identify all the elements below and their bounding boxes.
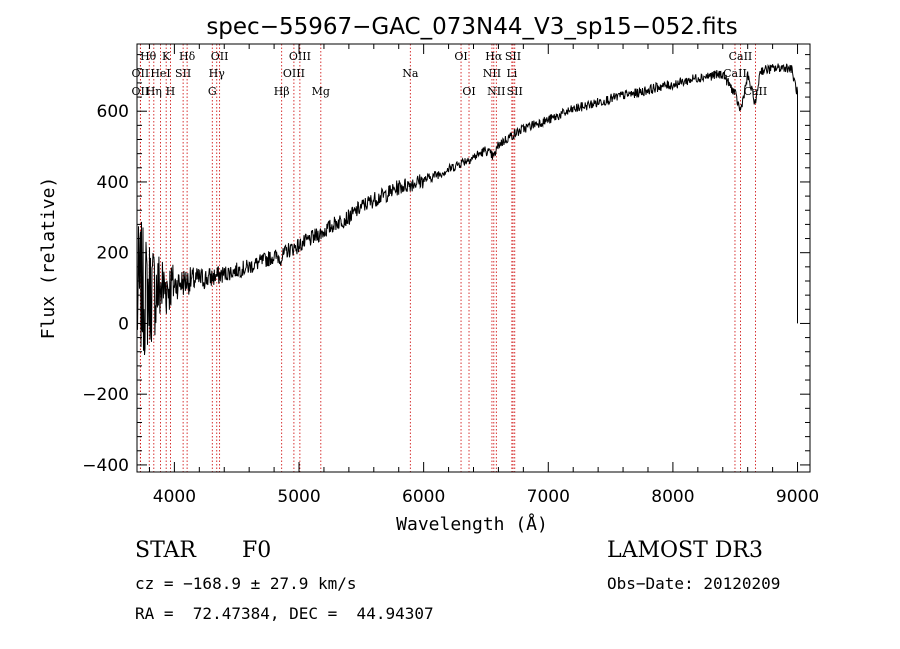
line-label: OII <box>211 50 229 63</box>
line-label: Hβ <box>274 85 290 98</box>
x-tick-label: 5000 <box>277 487 320 507</box>
y-tick-label: −200 <box>82 385 129 405</box>
line-label: OIII <box>289 50 311 63</box>
y-axis-ticks: −400 −200 0 200 400 600 <box>82 54 810 476</box>
line-label: CaII <box>729 50 753 63</box>
y-tick-label: −400 <box>82 456 129 476</box>
y-tick-label: 0 <box>118 314 129 334</box>
x-tick-label: 4000 <box>153 487 196 507</box>
line-label: Hδ <box>179 50 196 63</box>
x-axis-ticks: 4000 5000 6000 7000 8000 9000 <box>148 44 819 507</box>
spectral-line-markers <box>139 44 756 472</box>
redshift-velocity: cz = −168.9 ± 27.9 km/s <box>135 574 357 593</box>
line-label: NII <box>487 85 505 98</box>
line-label: Na <box>402 67 419 80</box>
object-subclass: F0 <box>242 538 272 563</box>
y-tick-label: 400 <box>97 173 129 193</box>
line-label: SII <box>507 85 523 98</box>
observation-date: Obs−Date: 20120209 <box>607 574 781 593</box>
x-tick-label: 9000 <box>776 487 819 507</box>
x-axis-label: Wavelength (Å) <box>396 513 548 535</box>
line-label: H <box>166 85 176 98</box>
y-axis-label: Flux (relative) <box>38 177 59 340</box>
line-label: CaII <box>723 67 747 80</box>
chart-title: spec−55967−GAC_073N44_V3_sp15−052.fits <box>206 14 737 40</box>
line-label: NII <box>483 67 501 80</box>
line-label: CaII <box>744 85 768 98</box>
line-label: G <box>208 85 217 98</box>
x-tick-label: 6000 <box>402 487 445 507</box>
line-label: OI <box>454 50 467 63</box>
line-label: HeI <box>150 67 170 80</box>
line-label: OI <box>462 85 475 98</box>
plot-frame <box>136 43 811 473</box>
line-label: Hθ <box>140 50 157 63</box>
x-tick-label: 8000 <box>651 487 694 507</box>
line-label: OII <box>132 67 150 80</box>
line-label: K <box>162 50 171 63</box>
flux-series-line <box>136 63 798 356</box>
line-label: Li <box>506 67 517 80</box>
line-label: SII <box>505 50 521 63</box>
line-label: OIII <box>283 67 305 80</box>
x-tick-label: 7000 <box>527 487 570 507</box>
y-tick-label: 600 <box>97 102 129 122</box>
line-label: SII <box>175 67 191 80</box>
y-tick-label: 200 <box>97 244 129 264</box>
line-label: Hγ <box>209 67 226 80</box>
survey-name: LAMOST DR3 <box>607 538 763 563</box>
coordinates: RA = 72.47384, DEC = 44.94307 <box>135 604 434 623</box>
line-label: Hη <box>146 85 162 98</box>
object-class: STAR <box>135 538 196 563</box>
line-label: Mg <box>312 85 330 98</box>
line-label: Hα <box>485 50 503 63</box>
line-label: OII <box>132 85 150 98</box>
